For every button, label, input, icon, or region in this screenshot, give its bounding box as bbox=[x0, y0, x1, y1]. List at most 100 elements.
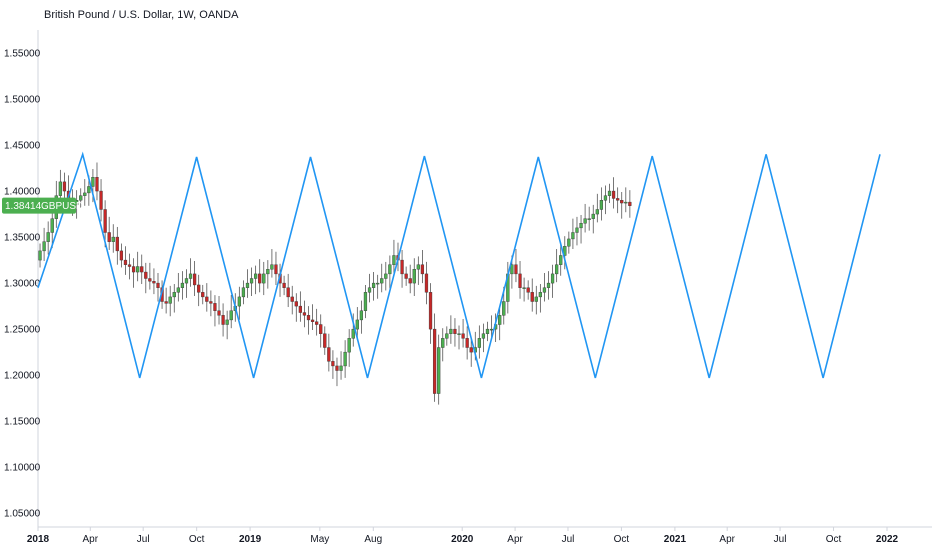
candle-body bbox=[461, 333, 465, 339]
price-tag-price: 1.38414 bbox=[5, 201, 42, 212]
price-tag-symbol: GBPUSD bbox=[41, 201, 83, 212]
candle-body bbox=[310, 319, 315, 322]
y-tick-label: 1.20000 bbox=[4, 371, 41, 382]
candle-body bbox=[127, 264, 132, 267]
candle-body bbox=[298, 305, 302, 313]
candle-body bbox=[213, 303, 217, 311]
candle-body bbox=[575, 227, 579, 233]
candle-body bbox=[290, 296, 294, 302]
candle-body bbox=[465, 338, 469, 348]
candle-body bbox=[209, 301, 213, 304]
x-axis: 2018 Apr Jul Oct 2019 May Aug 2020 Apr Jul Oct 2021… bbox=[27, 526, 932, 545]
candle-body bbox=[624, 201, 628, 204]
candle-body bbox=[148, 278, 152, 282]
candle-body bbox=[559, 255, 563, 265]
candle-body bbox=[591, 213, 595, 219]
x-tick-label: Aug bbox=[364, 534, 382, 545]
candle-body bbox=[87, 186, 91, 194]
candle-body bbox=[485, 328, 490, 334]
candle-body bbox=[546, 282, 551, 288]
x-tick-label: Apr bbox=[719, 534, 735, 545]
candle-body bbox=[571, 232, 575, 240]
candle-body bbox=[335, 365, 339, 371]
candle-body bbox=[428, 292, 433, 330]
candle-body bbox=[359, 310, 364, 321]
candle-body bbox=[331, 361, 335, 367]
y-tick-label: 1.50000 bbox=[4, 95, 41, 106]
y-tick-label: 1.55000 bbox=[4, 49, 41, 60]
candle-body bbox=[595, 209, 599, 215]
candle-body bbox=[229, 310, 233, 321]
y-tick-label: 1.25000 bbox=[4, 325, 41, 336]
candle-body bbox=[538, 292, 542, 298]
candle-body bbox=[144, 271, 148, 279]
candle-body bbox=[412, 269, 416, 284]
candle-body bbox=[502, 301, 506, 316]
candle-body bbox=[217, 310, 221, 316]
candle-body bbox=[384, 273, 388, 279]
candle-body bbox=[258, 273, 262, 284]
candle-body bbox=[164, 301, 168, 304]
candle-body bbox=[111, 236, 115, 242]
y-tick-label: 1.30000 bbox=[4, 279, 41, 290]
x-tick-label: Jul bbox=[774, 534, 787, 545]
y-tick-label: 1.40000 bbox=[4, 187, 41, 198]
candle-body bbox=[62, 181, 67, 192]
candle-body bbox=[95, 177, 99, 192]
candle-body bbox=[266, 269, 270, 275]
candle-body bbox=[282, 282, 286, 288]
candle-body bbox=[371, 282, 376, 288]
candle-body bbox=[367, 287, 372, 293]
candle-body bbox=[91, 177, 95, 187]
candle-body bbox=[205, 296, 209, 302]
candle-body bbox=[245, 282, 250, 288]
candle-body bbox=[498, 315, 502, 325]
candle-body bbox=[180, 282, 185, 288]
candle-body bbox=[445, 333, 449, 339]
candle-body bbox=[254, 273, 258, 279]
candle-body bbox=[432, 328, 437, 394]
x-tick-label: Apr bbox=[507, 534, 523, 545]
candle-body bbox=[408, 278, 412, 284]
candle-body bbox=[156, 282, 160, 288]
price-tag-bg bbox=[2, 197, 76, 214]
candle-body bbox=[103, 209, 107, 233]
candle-body bbox=[197, 284, 201, 293]
candle-body bbox=[347, 338, 351, 353]
candle-body bbox=[628, 201, 632, 206]
candle-body bbox=[83, 192, 87, 196]
candle-body bbox=[249, 278, 254, 284]
candle-body bbox=[323, 333, 327, 348]
candle-body bbox=[172, 292, 176, 298]
candle-body bbox=[294, 301, 298, 307]
chart-title: British Pound / U.S. Dollar, 1W, OANDA bbox=[44, 9, 239, 21]
candle-body bbox=[380, 278, 384, 284]
candle-body bbox=[599, 200, 604, 210]
candle-body bbox=[38, 250, 42, 261]
candle-body bbox=[579, 223, 583, 229]
candle-body bbox=[152, 281, 156, 284]
y-tick-label: 1.10000 bbox=[4, 463, 41, 474]
candle-body bbox=[607, 190, 612, 196]
candle-body bbox=[50, 218, 54, 233]
candle-body bbox=[518, 273, 522, 288]
wave-line bbox=[37, 151, 881, 379]
candle-body bbox=[611, 190, 616, 199]
candle-body bbox=[241, 287, 246, 298]
candle-body bbox=[424, 273, 429, 293]
candle-body bbox=[481, 333, 486, 339]
candle-body bbox=[376, 282, 380, 285]
candle-body bbox=[107, 232, 111, 242]
candle-body bbox=[555, 264, 559, 275]
candle-body bbox=[262, 273, 266, 284]
candle-body bbox=[123, 259, 128, 265]
candle-body bbox=[58, 181, 62, 196]
candle-body bbox=[79, 195, 83, 201]
candle-body bbox=[119, 250, 124, 261]
y-tick-label: 1.05000 bbox=[4, 509, 41, 520]
candle-body bbox=[140, 266, 144, 273]
candle-body bbox=[388, 264, 392, 275]
candle-body bbox=[514, 264, 518, 275]
y-tick-label: 1.15000 bbox=[4, 417, 41, 428]
